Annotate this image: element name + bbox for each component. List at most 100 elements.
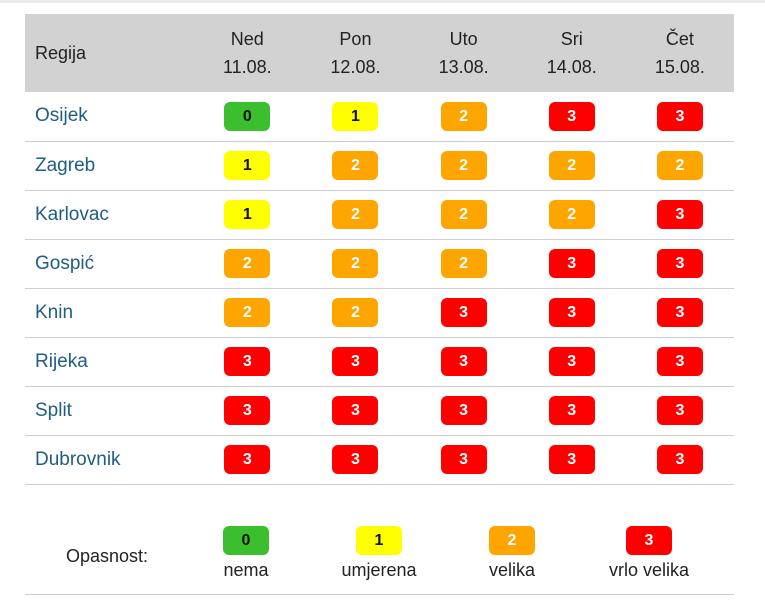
danger-level-badge: 3: [224, 445, 271, 474]
fire-danger-table: Regija Ned 11.08. Pon 12.08. Uto 13.08. Sri…: [25, 14, 734, 485]
danger-level-badge: 2: [656, 151, 703, 180]
danger-cell: 3: [626, 435, 734, 484]
legend-label: nema: [223, 560, 269, 580]
table-header-row: Regija Ned 11.08. Pon 12.08. Uto 13.08. Sri…: [25, 14, 734, 92]
day-date: 13.08.: [438, 57, 489, 77]
danger-cell: 3: [410, 386, 518, 435]
danger-level-badge: 3: [656, 249, 703, 278]
danger-level-badge: 2: [548, 200, 595, 229]
danger-level-badge: 3: [548, 249, 595, 278]
region-column-header: Regija: [35, 43, 87, 63]
top-divider: [0, 0, 765, 3]
danger-level-badge: 2: [332, 200, 379, 229]
table-row: Osijek 0 1 2 3 3: [25, 92, 734, 141]
danger-level-badge: 3: [440, 396, 487, 425]
day-column-header: Sri 14.08.: [518, 14, 626, 92]
danger-level-badge: 3: [656, 298, 703, 327]
danger-cell: 2: [626, 141, 734, 190]
danger-level-badge: 1: [332, 101, 379, 131]
danger-cell: 3: [193, 386, 301, 435]
table-row: Gospić 2 2 2 3 3: [25, 239, 734, 288]
danger-cell: 3: [626, 386, 734, 435]
legend-item-velika: 2 velika: [452, 526, 572, 581]
day-date: 15.08.: [654, 57, 705, 77]
table-row: Karlovac 1 2 2 2 3: [25, 190, 734, 239]
legend-label: umjerena: [341, 560, 417, 580]
danger-cell: 3: [410, 435, 518, 484]
danger-level-badge: 3: [656, 347, 703, 376]
danger-level-badge: 3: [440, 445, 487, 474]
danger-cell: 2: [301, 288, 409, 337]
danger-cell: 3: [193, 337, 301, 386]
danger-cell: 3: [301, 337, 409, 386]
day-column-header: Pon 12.08.: [301, 14, 409, 92]
danger-cell: 2: [301, 190, 409, 239]
danger-level-badge: 3: [548, 396, 595, 425]
danger-level-badge: 3: [656, 101, 703, 131]
danger-level-badge: 3: [224, 347, 271, 376]
region-name[interactable]: Zagreb: [35, 154, 96, 176]
danger-level-badge: 3: [548, 101, 595, 131]
danger-cell: 3: [626, 239, 734, 288]
danger-cell: 1: [193, 190, 301, 239]
day-date: 12.08.: [330, 57, 381, 77]
day-column-header: Ned 11.08.: [193, 14, 301, 92]
danger-level-badge: 3: [224, 396, 271, 425]
legend-label: velika: [488, 560, 536, 580]
danger-cell: 2: [410, 92, 518, 141]
danger-cell: 2: [410, 141, 518, 190]
danger-cell: 3: [518, 435, 626, 484]
danger-cell: 3: [518, 92, 626, 141]
danger-level-badge: 3: [548, 347, 595, 376]
region-name[interactable]: Gospić: [35, 252, 95, 274]
region-name[interactable]: Knin: [35, 301, 74, 323]
danger-cell: 2: [518, 141, 626, 190]
danger-cell: 3: [626, 337, 734, 386]
danger-level-badge: 2: [548, 151, 595, 180]
danger-cell: 2: [410, 190, 518, 239]
legend-badge: 1: [356, 526, 402, 555]
danger-cell: 2: [518, 190, 626, 239]
danger-cell: 0: [193, 92, 301, 141]
danger-cell: 3: [301, 435, 409, 484]
danger-level-badge: 2: [332, 298, 379, 327]
danger-cell: 3: [518, 288, 626, 337]
danger-cell: 2: [410, 239, 518, 288]
day-name: Sri: [560, 29, 583, 49]
legend-badge: 3: [626, 526, 672, 555]
danger-level-badge: 3: [656, 396, 703, 425]
danger-cell: 3: [518, 337, 626, 386]
table-row: Zagreb 1 2 2 2 2: [25, 141, 734, 190]
danger-level-badge: 1: [224, 200, 271, 229]
day-column-header: Čet 15.08.: [626, 14, 734, 92]
danger-level-badge: 3: [440, 298, 487, 327]
region-name[interactable]: Rijeka: [35, 350, 88, 372]
danger-level-badge: 3: [332, 445, 379, 474]
danger-level-badge: 2: [440, 249, 487, 278]
danger-level-badge: 2: [224, 298, 271, 327]
region-name[interactable]: Osijek: [35, 105, 88, 127]
danger-level-badge: 2: [440, 151, 487, 180]
danger-cell: 2: [193, 288, 301, 337]
day-date: 14.08.: [546, 57, 597, 77]
region-name[interactable]: Dubrovnik: [35, 448, 121, 470]
danger-level-badge: 3: [548, 445, 595, 474]
danger-cell: 3: [626, 190, 734, 239]
danger-level-badge: 3: [332, 396, 379, 425]
danger-cell: 3: [626, 92, 734, 141]
legend-item-umjerena: 1 umjerena: [319, 526, 439, 581]
danger-level-badge: 3: [332, 347, 379, 376]
danger-cell: 2: [193, 239, 301, 288]
danger-cell: 3: [626, 288, 734, 337]
danger-level-badge: 0: [224, 101, 271, 131]
danger-level-badge: 3: [440, 347, 487, 376]
region-name[interactable]: Split: [35, 399, 72, 421]
legend-item-vrlo-velika: 3 vrlo velika: [589, 526, 709, 581]
region-name[interactable]: Karlovac: [35, 203, 109, 225]
danger-level-badge: 2: [440, 200, 487, 229]
danger-level-badge: 2: [224, 249, 271, 278]
danger-level-badge: 2: [332, 249, 379, 278]
danger-cell: 3: [518, 386, 626, 435]
day-date: 11.08.: [222, 57, 272, 77]
danger-level-badge: 2: [440, 101, 487, 131]
